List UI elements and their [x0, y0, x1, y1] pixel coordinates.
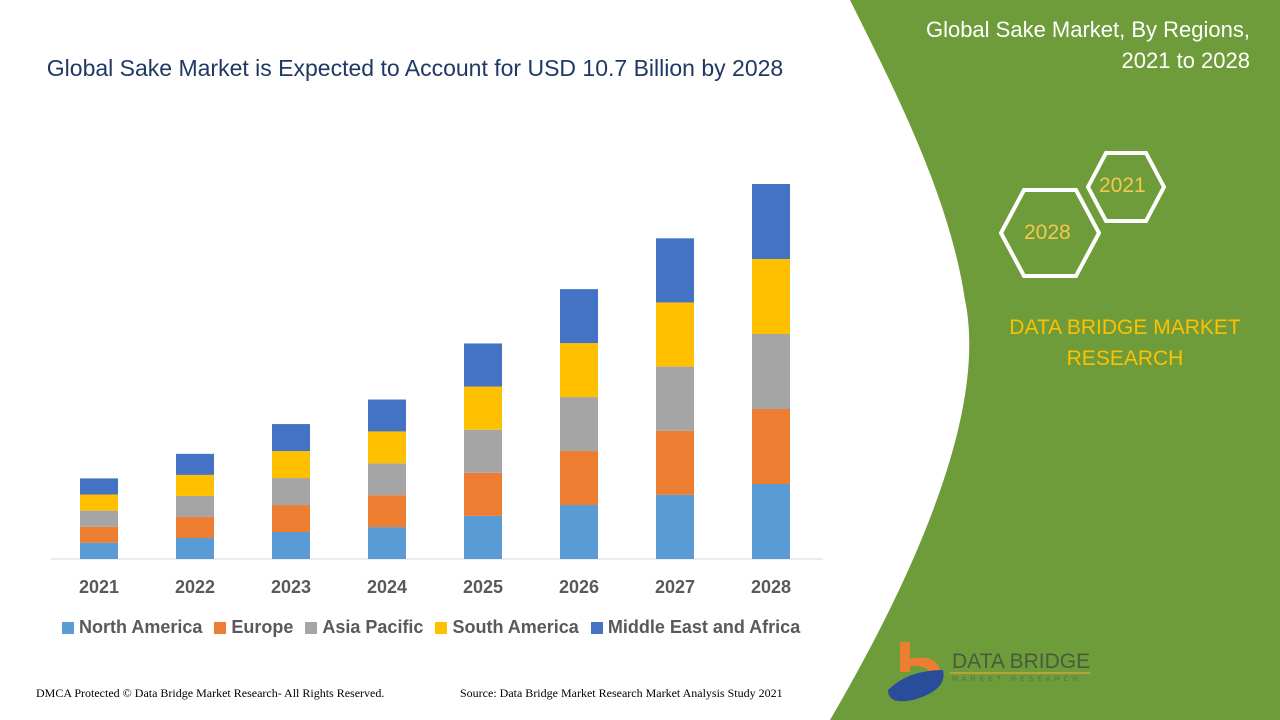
- bar-2024-north-america: [368, 527, 406, 559]
- bar-2026-middle-east-and-africa: [560, 289, 598, 344]
- x-tick-label: 2025: [463, 577, 503, 597]
- legend-swatch: [435, 621, 448, 634]
- legend-label: Middle East and Africa: [607, 617, 801, 637]
- legend-label: South America: [452, 617, 579, 637]
- side-panel-title: Global Sake Market, By Regions, 2021 to …: [926, 14, 1250, 76]
- bar-2022-europe: [176, 516, 214, 538]
- legend-swatch: [214, 621, 227, 634]
- x-tick-label: 2026: [559, 577, 599, 597]
- bar-2023-asia-pacific: [272, 478, 310, 506]
- bar-2023-south-america: [272, 451, 310, 479]
- data-bridge-logo-icon: [888, 642, 944, 702]
- bar-2028-south-america: [752, 259, 790, 334]
- brand-line2: RESEARCH: [1066, 347, 1184, 370]
- legend-swatch: [590, 621, 603, 634]
- brand-text: DATA BRIDGE MARKET RESEARCH: [985, 312, 1265, 374]
- hex-label-2021: 2021: [1099, 174, 1146, 197]
- bar-2023-middle-east-and-africa: [272, 424, 310, 452]
- bar-2024-asia-pacific: [368, 463, 406, 496]
- side-title-line1: Global Sake Market, By Regions,: [925, 17, 1250, 42]
- legend-item: Middle East and Africa: [590, 617, 801, 638]
- bar-2022-south-america: [176, 474, 214, 496]
- x-tick-label: 2022: [175, 577, 215, 597]
- footer-source: Source: Data Bridge Market Research Mark…: [460, 686, 783, 700]
- bar-2024-europe: [368, 495, 406, 528]
- bar-2025-south-america: [464, 386, 502, 430]
- legend-item: Europe: [214, 617, 293, 638]
- x-tick-label: 2027: [655, 577, 695, 597]
- x-tick-label: 2028: [751, 577, 791, 597]
- bar-2028-asia-pacific: [752, 334, 790, 409]
- x-tick-label: 2024: [367, 577, 407, 597]
- bar-2028-europe: [752, 409, 790, 484]
- bar-2025-asia-pacific: [464, 429, 502, 473]
- bar-2026-south-america: [560, 343, 598, 398]
- hex-label-2028: 2028: [1024, 221, 1071, 244]
- bar-2027-asia-pacific: [656, 366, 694, 431]
- bar-2024-middle-east-and-africa: [368, 399, 406, 432]
- legend-item: North America: [62, 617, 202, 638]
- bar-2025-middle-east-and-africa: [464, 343, 502, 387]
- legend-label: Europe: [231, 617, 294, 637]
- chart-title: Global Sake Market is Expected to Accoun…: [46, 55, 784, 81]
- x-tick-label: 2021: [79, 577, 119, 597]
- stacked-bar-chart: 2021 2022 2023 2024 2025 2026 2027 2028: [51, 184, 823, 597]
- bar-2027-south-america: [656, 302, 694, 367]
- x-tick-label: 2023: [271, 577, 311, 597]
- bar-2026-europe: [560, 451, 598, 506]
- bar-2028-north-america: [752, 484, 790, 559]
- chart-legend: North America Europe Asia Pacific South Ame…: [62, 617, 800, 638]
- brand-line1: DATA BRIDGE MARKET: [1009, 316, 1241, 339]
- bar-2021-south-america: [80, 494, 118, 511]
- bar-2026-asia-pacific: [560, 397, 598, 452]
- bar-2021-asia-pacific: [80, 510, 118, 527]
- bar-2021-europe: [80, 526, 118, 543]
- footer-copyright: DMCA Protected © Data Bridge Market Rese…: [36, 686, 385, 700]
- bar-2023-north-america: [272, 532, 310, 559]
- legend-item: Asia Pacific: [305, 617, 423, 638]
- logo-text: DATA BRIDGE: [952, 650, 1091, 673]
- bar-2022-north-america: [176, 537, 214, 559]
- bar-2025-europe: [464, 472, 502, 516]
- green-side-panel: [830, 0, 1280, 720]
- legend-label: Asia Pacific: [322, 617, 424, 637]
- bar-2021-north-america: [80, 542, 118, 559]
- bar-2022-middle-east-and-africa: [176, 453, 214, 475]
- bar-2022-asia-pacific: [176, 495, 214, 517]
- legend-swatch: [62, 621, 74, 634]
- bar-2023-europe: [272, 505, 310, 533]
- bar-2021-middle-east-and-africa: [80, 478, 118, 495]
- legend-swatch: [305, 621, 318, 634]
- bar-2028-middle-east-and-africa: [752, 184, 790, 259]
- logo-subtext: MARKET RESEARCH: [952, 676, 1082, 683]
- bar-2027-north-america: [656, 494, 694, 559]
- bar-2026-north-america: [560, 505, 598, 559]
- side-title-line2: 2021 to 2028: [1121, 48, 1250, 73]
- bar-2025-north-america: [464, 515, 502, 559]
- legend-label: North America: [79, 617, 203, 637]
- hexagon-icons: [998, 151, 1167, 278]
- bar-2027-europe: [656, 430, 694, 495]
- bar-2024-south-america: [368, 431, 406, 464]
- legend-item: South America: [435, 617, 579, 638]
- bar-2027-middle-east-and-africa: [656, 238, 694, 303]
